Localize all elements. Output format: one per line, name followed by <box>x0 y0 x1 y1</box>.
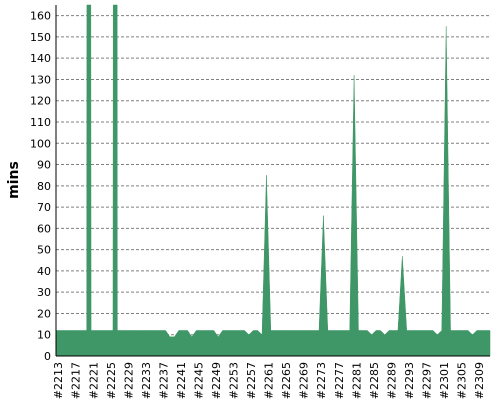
y-tick-label: 20 <box>37 307 51 320</box>
y-tick-label: 160 <box>30 10 51 23</box>
y-tick-label: 120 <box>30 95 51 108</box>
x-tick-label: #2281 <box>350 362 363 399</box>
x-tick-label: #2301 <box>438 362 451 399</box>
x-tick-label: #2293 <box>403 362 416 399</box>
x-tick-label: #2269 <box>298 362 311 399</box>
y-tick-label: 100 <box>30 137 51 150</box>
y-tick-label: 130 <box>30 73 51 86</box>
y-tick-label: 90 <box>37 159 51 172</box>
y-tick-label: 30 <box>37 286 51 299</box>
x-tick-label: #2261 <box>263 362 276 399</box>
x-tick-label: #2257 <box>245 362 258 399</box>
x-tick-label: #2237 <box>157 362 170 399</box>
gridlines <box>56 15 490 336</box>
x-tick-label: #2297 <box>420 362 433 399</box>
x-tick-label: #2309 <box>473 362 486 399</box>
x-tick-label: #2229 <box>122 362 135 399</box>
y-tick-label: 150 <box>30 31 51 44</box>
y-tick-label: 0 <box>44 350 51 363</box>
x-tick-label: #2245 <box>192 362 205 399</box>
y-tick-labels: 0 10 20 30 40 50 60 70 80 90 100 110 120 130 140 150 160 <box>30 10 51 363</box>
y-tick-label: 110 <box>30 116 51 129</box>
y-tick-label: 40 <box>37 265 51 278</box>
x-tick-label: #2285 <box>368 362 381 399</box>
y-tick-label: 60 <box>37 222 51 235</box>
y-tick-label: 140 <box>30 52 51 65</box>
x-tick-label: #2233 <box>140 362 153 399</box>
x-tick-label: #2241 <box>175 362 188 399</box>
series-area <box>55 4 491 357</box>
x-tick-label: #2305 <box>456 362 469 399</box>
x-tick-label: #2217 <box>70 362 83 399</box>
y-tick-label: 50 <box>37 244 51 257</box>
x-tick-labels: #2213 #2217 #2221 #2225 #2229 #2233 #2237 #2241… <box>52 362 486 399</box>
x-tick-label: #2225 <box>105 362 118 399</box>
y-axis-label: mins <box>6 161 22 199</box>
x-tick-label: #2289 <box>385 362 398 399</box>
x-tick-label: #2265 <box>280 362 293 399</box>
y-tick-label: 10 <box>37 329 51 342</box>
y-tick-label: 70 <box>37 201 51 214</box>
x-tick-label: #2277 <box>333 362 346 399</box>
x-tick-label: #2249 <box>210 362 223 399</box>
x-tick-label: #2253 <box>228 362 241 399</box>
x-tick-label: #2213 <box>52 362 65 399</box>
axes <box>55 5 490 357</box>
plot-area <box>55 4 491 357</box>
y-tick-label: 80 <box>37 180 51 193</box>
x-tick-label: #2273 <box>315 362 328 399</box>
x-tick-label: #2221 <box>87 362 100 399</box>
